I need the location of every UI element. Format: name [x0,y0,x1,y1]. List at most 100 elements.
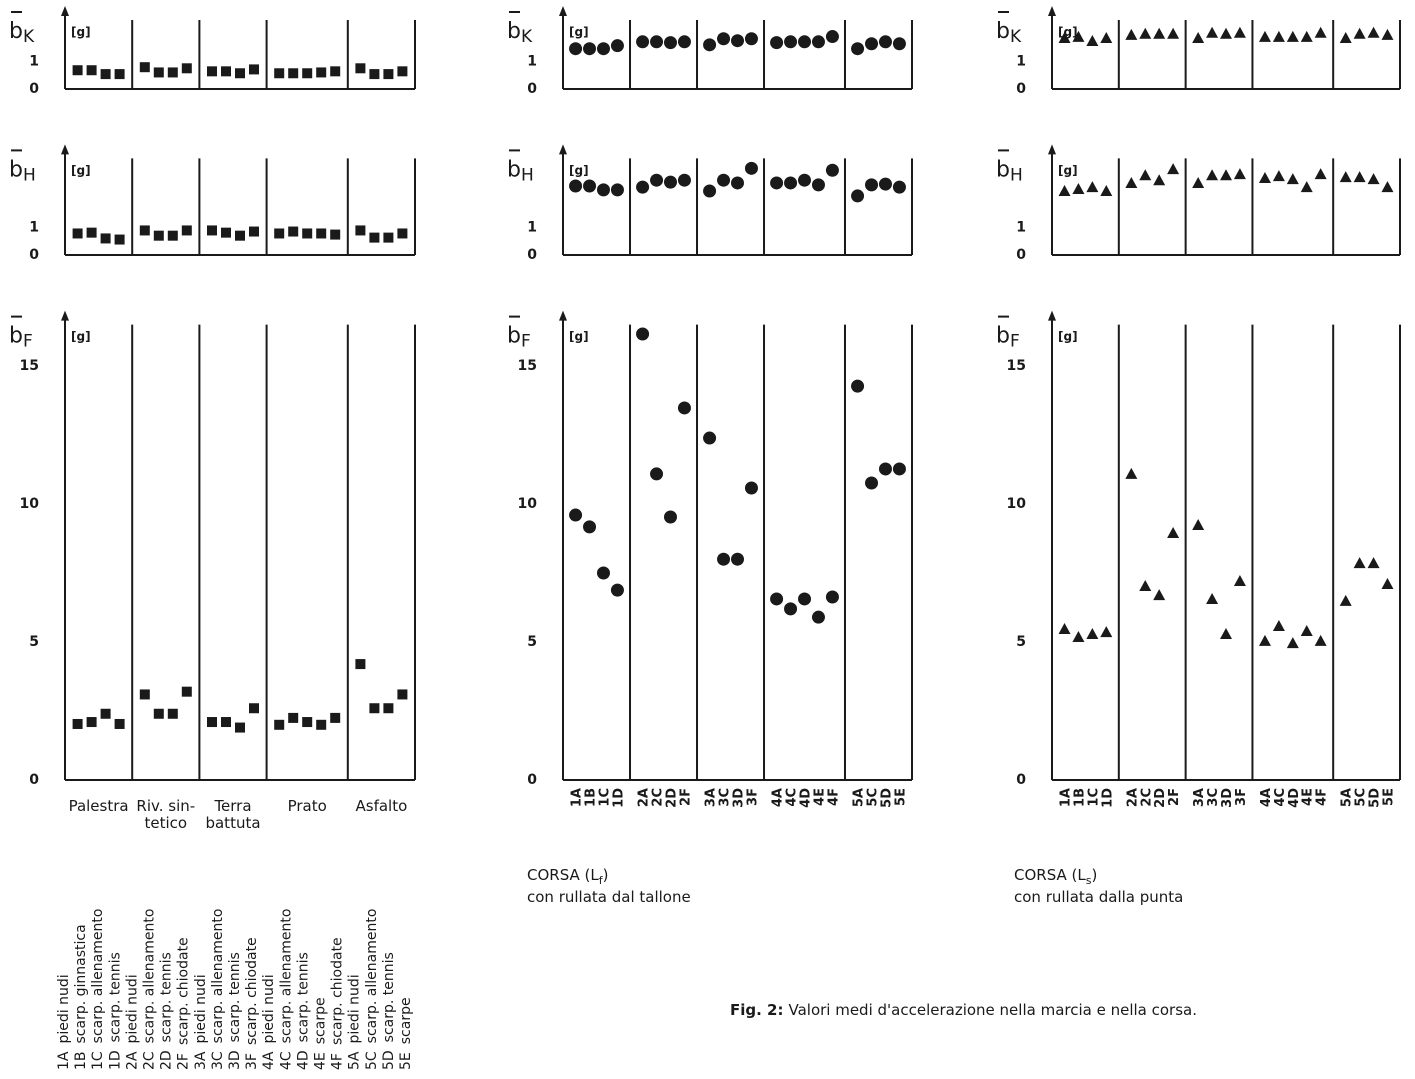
legend-text: scarp. tennis [227,952,243,1042]
marker [1072,30,1085,42]
marker [181,225,192,236]
symbol: b [9,324,23,349]
marker [316,719,327,730]
marker [369,703,380,714]
unit: [g] [569,330,589,344]
marker [1086,627,1099,639]
marker [650,467,664,481]
marker [770,176,784,190]
symbol: b [9,157,23,182]
x-tick-label: 2A [1125,788,1140,807]
marker [86,717,97,728]
marker [865,37,879,51]
legend-text: scarp. ginnastica [73,924,89,1043]
marker [330,229,341,240]
marker [596,183,610,197]
marker [1314,168,1327,180]
legend-entry: 2C scarp. allenamento [142,909,158,1070]
unit: [g] [1058,330,1078,344]
marker [1381,28,1394,40]
legend-text: piedi nudi [56,974,72,1043]
marker [717,32,731,46]
y-symbol: bH [507,157,534,185]
x-tick-label: 4D [799,788,814,808]
marker [274,68,285,79]
legend-text: scarp. allenamento [210,909,226,1044]
group-label: battuta [205,814,260,832]
marker [167,67,178,78]
legend-entry: 5C scarp. allenamento [364,909,380,1070]
marker [1258,30,1271,42]
marker [316,228,327,239]
legend-code: 4E [313,1052,329,1070]
marker [1367,173,1380,185]
marker [663,510,677,524]
marker [383,69,394,80]
marker [274,228,285,239]
marker [1206,169,1219,181]
legend-text: piedi nudi [261,974,277,1043]
x-tick-label: 5C [1354,788,1369,807]
y-tick-label: 1 [1016,219,1026,235]
x-tick-label: 2C [651,788,666,807]
subscript: K [23,27,35,47]
subscript: H [1010,165,1023,185]
marker [784,176,798,190]
marker [825,30,839,44]
marker [100,708,111,719]
figure-text: Valori medi d'accelerazione nella marcia… [788,1001,1197,1019]
legend-entry: 1C scarp. allenamento [90,909,106,1070]
marker [1258,171,1271,183]
y-tick-label: 5 [1016,634,1026,650]
legend-text: piedi nudi [124,974,140,1043]
marker [1339,31,1352,43]
x-tick-label: 2D [1153,788,1168,808]
y-symbol: bK [996,19,1022,47]
y-tick-label: 5 [29,634,39,650]
axis-arrow [61,6,69,16]
legend-text: scarp. chiodate [244,937,260,1045]
marker [1300,181,1313,193]
marker [569,42,583,56]
legend-entry: 4D scarp. tennis [295,952,311,1070]
x-tick-label: 5C [866,788,881,807]
marker [181,686,192,697]
marker [139,689,150,700]
legend-code: 2C [142,1051,158,1070]
legend-entry: 3C scarp. allenamento [210,909,226,1070]
marker [302,717,313,728]
marker [1220,27,1232,39]
legend-code: 3A [193,1051,209,1070]
marker [1286,637,1299,649]
marker [1300,30,1313,42]
marker [731,176,744,190]
legend-code: 2D [159,1050,175,1070]
marker [249,703,259,714]
y-tick-label: 0 [527,772,537,788]
legend-entry: 3D scarp. tennis [227,952,243,1070]
legend-entry: 4C scarp. allenamento [278,909,294,1070]
y-tick-label: 15 [1007,358,1026,374]
axis-arrow [1048,144,1056,155]
marker [1339,594,1352,606]
y-tick-label: 1 [527,53,537,69]
marker [1233,26,1246,38]
marker [1314,26,1327,38]
marker [865,178,879,192]
legend-entry: 2F scarp. chiodate [176,937,192,1070]
marker [369,69,380,80]
marker [1206,592,1219,604]
marker [717,552,731,566]
marker [892,37,906,51]
marker [583,42,597,56]
marker [663,36,677,50]
marker [1272,170,1285,182]
marker [397,689,408,700]
caption-subtitle: con rullata dalla punta [1014,888,1183,906]
marker [731,34,744,48]
caption-main: CORSA (L [527,866,599,884]
subscript: H [521,165,534,185]
caption-sub: f [599,874,604,887]
marker [1100,31,1113,43]
marker [221,66,231,77]
